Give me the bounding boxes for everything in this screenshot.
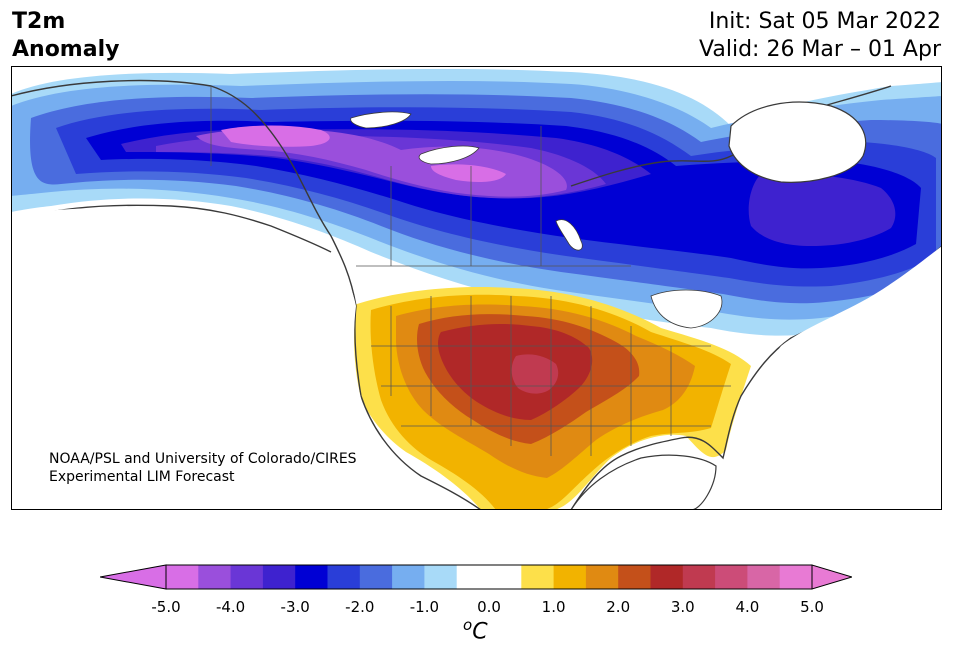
colorbar-bin: [747, 565, 781, 589]
temperature-anomaly-map: [11, 66, 942, 510]
credit-line-1: NOAA/PSL and University of Colorado/CIRE…: [49, 451, 357, 467]
colorbar-bin: [618, 565, 651, 589]
colorbar: [100, 564, 852, 590]
colorbar-bin: [779, 565, 813, 589]
colorbar-bin: [359, 565, 393, 589]
colorbar-tick-label: 3.0: [670, 598, 695, 616]
colorbar-tick-label: -5.0: [151, 598, 181, 616]
colorbar-tick-label: 1.0: [541, 598, 566, 616]
colorbar-bin: [198, 565, 232, 589]
title-variable: T2m: [12, 9, 66, 34]
colorbar-bin: [295, 565, 328, 589]
valid-date: Valid: 26 Mar – 01 Apr: [699, 37, 941, 62]
colorbar-tick-label: 4.0: [735, 598, 760, 616]
colorbar-tick-label: -2.0: [345, 598, 375, 616]
init-date: Init: Sat 05 Mar 2022: [708, 9, 941, 34]
cold-anomaly-region: [11, 68, 942, 336]
colorbar-tick-label: -4.0: [215, 598, 246, 616]
unit-degree: o: [463, 616, 473, 634]
colorbar-bin: [553, 565, 587, 589]
gulf-of-mexico: [570, 454, 717, 510]
colorbar-bin: [230, 565, 264, 589]
credit-text: NOAA/PSL and University of Colorado/CIRE…: [49, 450, 357, 486]
lakes: [350, 111, 723, 329]
colorbar-max-arrow: [811, 564, 852, 590]
colorbar-tick-label: -1.0: [409, 598, 440, 616]
state-borders: [210, 86, 731, 456]
colorbar-bin: [166, 565, 199, 589]
colorbar-tick-label: 2.0: [606, 598, 631, 616]
atlantic-ocean: [729, 246, 942, 510]
colorbar-bin: [392, 565, 425, 589]
colorbar-frame: [165, 564, 813, 590]
colorbar-bin: [650, 565, 684, 589]
colorbar-bin: [585, 565, 619, 589]
credit-line-2: Experimental LIM Forecast: [49, 469, 235, 485]
colorbar-bin: [262, 565, 296, 589]
forecast-dates: Init: Sat 05 Mar 2022 Valid: 26 Mar – 01…: [699, 8, 941, 64]
colorbar-tick-label: 5.0: [800, 598, 824, 616]
colorbar-bin: [327, 565, 361, 589]
warm-anomaly-region: [348, 286, 751, 510]
pacific-ocean: [11, 208, 451, 510]
colorbar-tick-label: 0.0: [477, 598, 501, 616]
colorbar-bin: [424, 565, 458, 589]
colorbar-min-arrow: [100, 564, 167, 590]
title-type: Anomaly: [12, 37, 120, 62]
unit-celsius: C: [472, 619, 488, 645]
colorbar-bin: [715, 565, 748, 589]
colorbar-bin: [521, 565, 555, 589]
hudson-bay: [728, 101, 867, 183]
map-title: T2m Anomaly: [12, 8, 119, 64]
colorbar-unit: oC: [463, 616, 488, 644]
colorbar-bin: [682, 565, 716, 589]
map-frame: [11, 66, 942, 510]
colorbar-bin: [456, 565, 490, 589]
colorbar-ticks: -5.0 -4.0 -3.0 -2.0 -1.0 0.0 1.0 2.0 3.0 4.0 5.0: [0, 598, 953, 618]
colorbar-bin: [489, 565, 522, 589]
colorbar-bins: [166, 565, 813, 589]
colorbar-tick-label: -3.0: [280, 598, 310, 616]
